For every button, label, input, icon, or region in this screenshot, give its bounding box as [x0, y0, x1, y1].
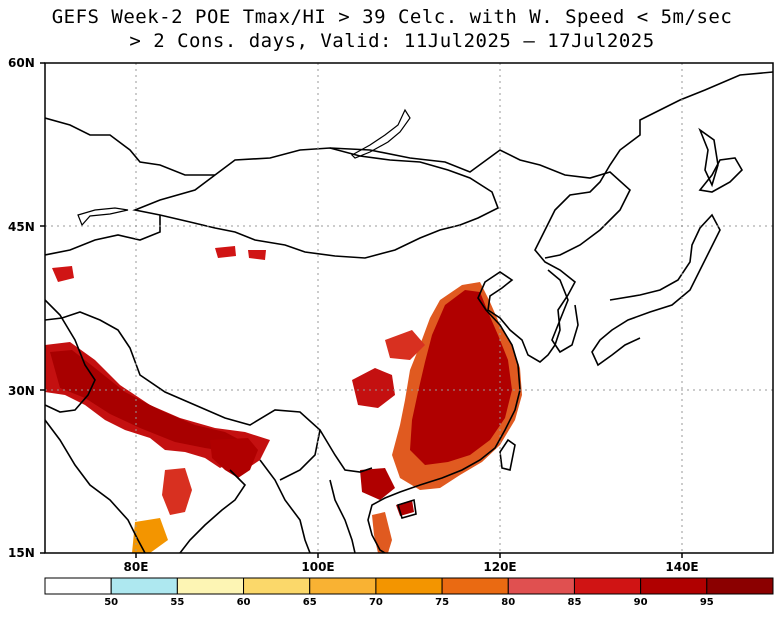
lat-label-15n: 15N — [8, 546, 35, 560]
colorbar — [44, 577, 774, 595]
hotspot-south-india — [132, 518, 168, 553]
himalaya-border — [45, 311, 321, 481]
hotspot-central-china — [385, 330, 425, 360]
hainan — [397, 498, 417, 519]
colorbar-tick-label: 90 — [633, 597, 648, 608]
hotspot-northwest — [52, 266, 74, 282]
hotspot-north-india-core — [50, 350, 240, 452]
colorbar-swatch — [176, 577, 245, 595]
sakhalin — [698, 127, 719, 188]
colorbar-swatch — [44, 577, 112, 595]
hotspot-east-china-core — [410, 290, 512, 465]
colorbar-tick-label: 80 — [501, 597, 516, 608]
map-frame — [44, 62, 774, 554]
colorbar-swatch — [706, 577, 774, 595]
colorbar-tick-label: 60 — [236, 597, 251, 608]
colorbar-swatch — [507, 577, 575, 595]
colorbar-tick-label: 85 — [567, 597, 582, 608]
lon-label-140e: 140E — [665, 560, 699, 574]
hotspot-guangdong — [360, 468, 395, 500]
hotspot-xinjiang-a — [215, 246, 236, 258]
kazakhstan-border — [45, 215, 161, 256]
colorbar-swatch — [375, 577, 443, 595]
colorbar-tick-label: 65 — [302, 597, 317, 608]
axis-ticks — [40, 62, 683, 558]
lat-label-60n: 60N — [8, 56, 35, 70]
hotspot-vietnam — [372, 512, 392, 553]
colorbar-swatch — [110, 577, 178, 595]
colorbar-tick-label: 95 — [699, 597, 714, 608]
lon-label-100e: 100E — [301, 560, 335, 574]
colorbar-tick-label: 55 — [170, 597, 185, 608]
lat-label-45n: 45N — [8, 220, 35, 234]
lat-lon-grid — [45, 63, 773, 553]
japan-hokkaido — [698, 157, 744, 193]
indochina-borders — [259, 429, 373, 553]
colorbar-swatch — [309, 577, 377, 595]
east-asia-coastline — [367, 71, 773, 553]
hotspot-central-india — [162, 468, 192, 515]
colorbar-swatch — [441, 577, 509, 595]
china-mongolia-border — [132, 147, 500, 259]
map-title-line-2: > 2 Cons. days, Valid: 11Jul2025 – 17Jul… — [129, 30, 655, 52]
lon-label-120e: 120E — [483, 560, 517, 574]
hotspot-sichuan — [352, 368, 395, 408]
colorbar-swatch — [640, 577, 708, 595]
pakistan-border — [45, 299, 96, 413]
russia-border — [45, 117, 631, 259]
lat-label-30n: 30N — [8, 384, 35, 398]
colorbar-swatch — [573, 577, 642, 595]
colorbar-tick-label: 75 — [435, 597, 450, 608]
lake-baikal — [351, 108, 411, 159]
colorbar-tick-label: 50 — [104, 597, 119, 608]
india-outline — [45, 419, 247, 553]
map-title-line-1: GEFS Week-2 POE Tmax/HI > 39 Celc. with … — [51, 6, 733, 28]
korea-coastline — [547, 269, 579, 354]
hotspot-bangladesh — [210, 438, 258, 478]
coastlines-and-borders — [45, 71, 773, 553]
taiwan — [499, 438, 516, 471]
colorbar-swatch — [243, 577, 311, 595]
lon-label-80e: 80E — [123, 560, 149, 574]
aral-lake — [77, 207, 129, 227]
japan-honshu — [591, 213, 721, 367]
hotspot-xinjiang-b — [248, 250, 266, 260]
colorbar-tick-label: 70 — [368, 597, 383, 608]
